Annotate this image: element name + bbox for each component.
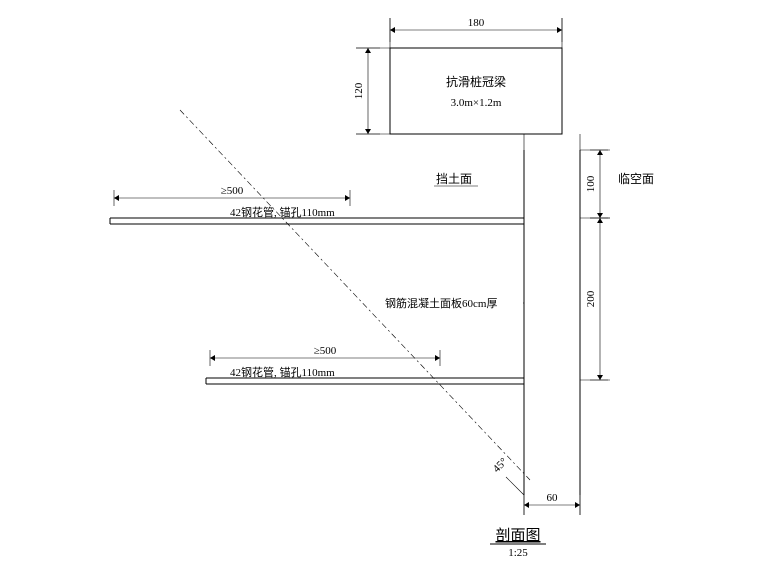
svg-text:60: 60 [547, 492, 559, 504]
svg-text:100: 100 [585, 175, 597, 192]
cap-beam-size: 3.0m×1.2m [451, 97, 502, 109]
drawing-scale: 1:25 [508, 547, 528, 559]
svg-text:≥500: ≥500 [221, 185, 244, 197]
panel-note: 钢筋混凝土面板60cm厚 [385, 296, 497, 310]
label-soil-side: 挡土面 [436, 172, 472, 186]
cap-beam-title: 抗滑桩冠梁 [446, 74, 506, 89]
svg-text:200: 200 [585, 290, 597, 307]
svg-text:180: 180 [468, 17, 485, 29]
drawing-title: 剖面图 [495, 527, 540, 544]
pipe1-note: 42钢花管, 锚孔110mm [230, 205, 335, 219]
pipe2-note: 42钢花管, 锚孔110mm [230, 365, 335, 379]
svg-text:45°: 45° [491, 456, 510, 475]
svg-text:120: 120 [353, 82, 365, 99]
svg-text:≥500: ≥500 [314, 345, 337, 357]
label-free-side: 临空面 [618, 172, 654, 186]
